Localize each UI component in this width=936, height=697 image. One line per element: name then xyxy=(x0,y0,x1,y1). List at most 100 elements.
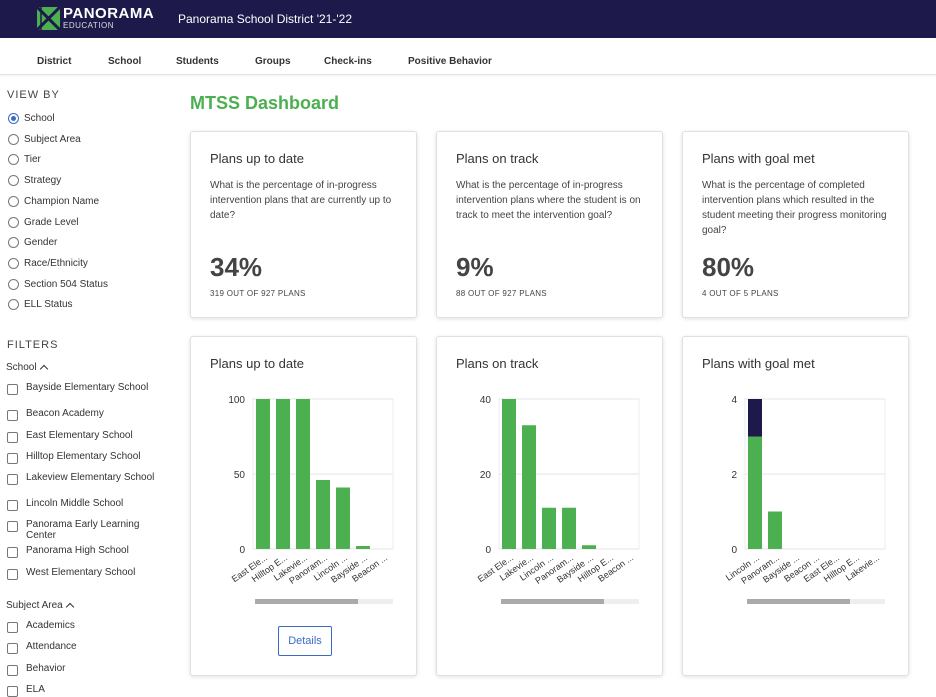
metric-card-plans-goal-met: Plans with goal met What is the percenta… xyxy=(682,131,909,318)
school-filter-option[interactable]: Hilltop Elementary School xyxy=(7,451,161,464)
checkbox[interactable] xyxy=(7,569,18,580)
school-filter-option[interactable]: Lakeview Elementary School xyxy=(7,472,161,485)
logo-name: PANORAMA xyxy=(63,5,155,22)
bar[interactable] xyxy=(562,507,576,549)
subject-filter-option[interactable]: Behavior xyxy=(7,663,161,676)
panorama-logo[interactable]: PANORAMA EDUCATION xyxy=(37,5,155,30)
logo-sub: EDUCATION xyxy=(63,21,115,30)
radio-button[interactable] xyxy=(8,278,19,290)
subject-filter-option[interactable]: ELA xyxy=(7,684,161,697)
school-filter-option[interactable]: Panorama High School xyxy=(7,545,161,558)
subject-filter-label: Subject Area xyxy=(6,600,63,611)
view-by-option[interactable]: Champion Name xyxy=(8,195,100,207)
bar[interactable] xyxy=(542,507,556,549)
chart-card-plans-goal-met: Plans with goal met 0 2 4 Lincoln ... Panora… xyxy=(682,336,909,676)
checkbox[interactable] xyxy=(7,432,18,443)
nav-school[interactable]: School xyxy=(108,56,142,67)
school-filter-toggle[interactable]: School xyxy=(6,362,48,374)
bar[interactable] xyxy=(768,511,782,550)
checkbox[interactable] xyxy=(7,384,18,395)
radio-button[interactable] xyxy=(8,216,19,228)
subject-filter-option[interactable]: Academics xyxy=(7,620,161,633)
bar[interactable] xyxy=(316,480,330,549)
logo-mark-icon xyxy=(37,7,60,30)
bar[interactable] xyxy=(276,399,290,549)
radio-button[interactable] xyxy=(8,154,19,166)
metric-count: 88 OUT OF 927 PLANS xyxy=(456,289,547,298)
chart-title: Plans up to date xyxy=(210,356,304,371)
view-by-option[interactable]: Strategy xyxy=(8,175,61,187)
checkbox[interactable] xyxy=(7,643,18,655)
radio-button[interactable] xyxy=(8,175,19,187)
view-by-option[interactable]: Subject Area xyxy=(8,133,81,145)
details-button[interactable]: Details xyxy=(278,626,332,656)
nav-students[interactable]: Students xyxy=(176,56,219,67)
bar[interactable] xyxy=(256,399,270,549)
nav-positive-behavior[interactable]: Positive Behavior xyxy=(408,56,492,67)
chart-title: Plans with goal met xyxy=(702,356,815,371)
checkbox[interactable] xyxy=(7,664,18,676)
checkbox[interactable] xyxy=(7,622,18,633)
view-by-option[interactable]: Gender xyxy=(8,237,57,249)
radio-button[interactable] xyxy=(8,257,19,269)
school-filter-label: Panorama Early Learning Center xyxy=(26,519,140,541)
school-filter-option[interactable]: Panorama Early Learning Center xyxy=(7,519,161,541)
school-filter-option[interactable]: Lincoln Middle School xyxy=(7,498,161,511)
chart-title: Plans on track xyxy=(456,356,539,371)
chart-scrollbar-thumb[interactable] xyxy=(747,599,850,604)
bar[interactable] xyxy=(336,487,350,550)
y-tick-label: 0 xyxy=(731,545,737,556)
bar[interactable] xyxy=(356,546,370,549)
view-by-option[interactable]: Grade Level xyxy=(8,216,78,228)
view-by-option[interactable]: School xyxy=(8,113,55,124)
view-by-option[interactable]: Race/Ethnicity xyxy=(8,257,88,269)
bar[interactable] xyxy=(502,399,516,549)
view-by-option-label: Champion Name xyxy=(24,195,100,207)
radio-button[interactable] xyxy=(8,299,19,311)
checkbox[interactable] xyxy=(7,453,18,464)
bar[interactable] xyxy=(748,399,762,437)
y-tick-label: 4 xyxy=(731,395,737,406)
radio-button[interactable] xyxy=(8,113,19,124)
bar[interactable] xyxy=(582,545,596,549)
checkbox[interactable] xyxy=(7,474,18,485)
school-filter-option[interactable]: East Elementary School xyxy=(7,430,161,443)
nav-groups[interactable]: Groups xyxy=(255,56,291,67)
chart-scrollbar-thumb[interactable] xyxy=(255,599,358,604)
bar[interactable] xyxy=(748,436,762,550)
checkbox[interactable] xyxy=(7,410,18,421)
nav-district[interactable]: District xyxy=(37,56,72,67)
checkbox[interactable] xyxy=(7,500,18,511)
checkbox[interactable] xyxy=(7,547,18,558)
subject-filter-toggle[interactable]: Subject Area xyxy=(6,600,74,612)
school-filter-option[interactable]: Beacon Academy xyxy=(7,408,161,421)
district-name: Panorama School District '21-'22 xyxy=(178,12,352,26)
school-filter-label: Lincoln Middle School xyxy=(26,498,124,509)
radio-button[interactable] xyxy=(8,133,19,145)
bar[interactable] xyxy=(296,399,310,549)
nav-check-ins[interactable]: Check-ins xyxy=(324,56,372,67)
checkbox[interactable] xyxy=(7,521,18,532)
school-filter-option[interactable]: West Elementary School xyxy=(7,567,161,580)
metric-card-plans-up-to-date: Plans up to date What is the percentage … xyxy=(190,131,417,318)
view-by-option[interactable]: ELL Status xyxy=(8,299,73,311)
view-by-option[interactable]: Tier xyxy=(8,154,41,166)
top-bar: PANORAMA EDUCATION Panorama School Distr… xyxy=(0,0,936,38)
bar[interactable] xyxy=(522,425,536,549)
view-by-option-label: Section 504 Status xyxy=(24,278,108,290)
subject-filter-label: Academics xyxy=(26,620,75,631)
school-filter-option[interactable]: Bayside Elementary School xyxy=(7,382,161,395)
radio-button[interactable] xyxy=(8,195,19,207)
metric-value: 9% xyxy=(456,252,494,282)
subject-filter-label: ELA xyxy=(26,683,45,695)
chart-scrollbar-thumb[interactable] xyxy=(501,599,604,604)
school-filter-label: Lakeview Elementary School xyxy=(26,472,155,483)
subject-filter-option[interactable]: Attendance xyxy=(7,641,161,655)
subject-filter-label: Attendance xyxy=(26,641,77,653)
radio-button[interactable] xyxy=(8,237,19,249)
view-by-option[interactable]: Section 504 Status xyxy=(8,278,108,290)
view-by-option-label: ELL Status xyxy=(24,299,73,311)
